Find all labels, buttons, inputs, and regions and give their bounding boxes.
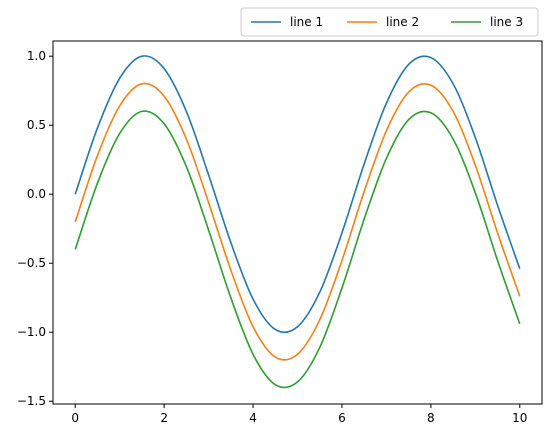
series-line-1: [74, 55, 521, 334]
legend-box: [240, 7, 539, 37]
plot-area: [52, 40, 543, 405]
y-tick-label: 0.5: [27, 118, 46, 132]
series-line-3: [74, 110, 521, 389]
y-tick-label: 0.0: [27, 187, 46, 201]
y-axis: −1.5 −1.0 −0.5 0.0 0.5 1.0: [17, 49, 53, 408]
x-tick-label: 6: [338, 411, 346, 425]
y-tick-label: −1.5: [17, 394, 46, 408]
x-tick-label: 4: [249, 411, 257, 425]
x-tick-label: 0: [71, 411, 79, 425]
legend-label-line-2: line 2: [386, 15, 419, 29]
axes-frame: [52, 40, 543, 405]
y-tick-label: −1.0: [17, 325, 46, 339]
y-tick-label: 1.0: [27, 49, 46, 63]
legend-label-line-1: line 1: [290, 15, 323, 29]
x-tick-label: 2: [160, 411, 168, 425]
y-tick-label: −0.5: [17, 256, 46, 270]
x-tick-label: 8: [427, 411, 435, 425]
series-layer: [74, 55, 521, 389]
x-axis: 0 2 4 6 8 10: [71, 404, 527, 425]
legend: line 1 line 2 line 3: [240, 7, 539, 37]
series-line-2: [74, 82, 521, 361]
legend-label-line-3: line 3: [490, 15, 523, 29]
x-tick-label: 10: [512, 411, 527, 425]
